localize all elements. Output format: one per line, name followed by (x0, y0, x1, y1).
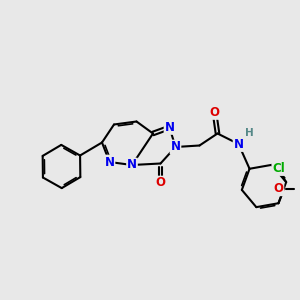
Text: Cl: Cl (272, 162, 285, 175)
Text: H: H (244, 128, 253, 139)
Text: N: N (170, 140, 181, 154)
Text: N: N (104, 155, 115, 169)
Text: O: O (155, 176, 166, 190)
Text: O: O (274, 182, 284, 195)
Text: N: N (127, 158, 137, 172)
Text: N: N (233, 138, 244, 151)
Text: N: N (164, 121, 175, 134)
Text: O: O (209, 106, 220, 119)
